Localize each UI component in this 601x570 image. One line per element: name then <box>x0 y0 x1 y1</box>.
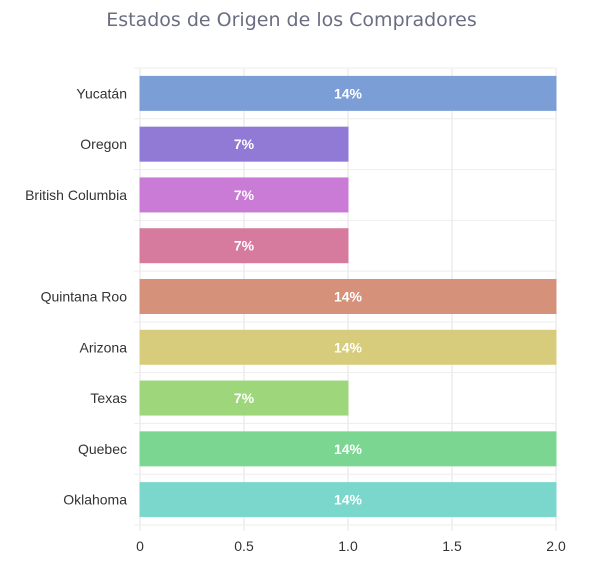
bar-data-label: 14% <box>334 492 363 508</box>
bar-data-label: 14% <box>334 85 363 101</box>
category-label: Quebec <box>78 441 127 457</box>
category-labels: Yucatán Oregon British Columbia Quintana Ro… <box>25 85 127 507</box>
bar <box>139 431 557 467</box>
bar-data-label: 7% <box>234 390 255 406</box>
category-label: Texas <box>90 390 127 406</box>
x-tick-label: 1.0 <box>338 538 358 554</box>
bar-data-label: 14% <box>334 339 363 355</box>
category-label: Quintana Roo <box>41 289 128 305</box>
bar <box>139 228 349 264</box>
bar-data-label: 7% <box>234 187 255 203</box>
chart-title: Estados de Origen de los Compradores <box>106 9 477 31</box>
bar <box>139 279 557 314</box>
x-tick-label: 0.5 <box>234 538 254 554</box>
bar-data-label: 7% <box>234 238 255 254</box>
category-label: British Columbia <box>25 187 127 203</box>
bar <box>139 177 349 213</box>
bar-data-label: 14% <box>334 289 363 305</box>
category-label: Yucatán <box>76 85 127 101</box>
bar-data-label: 7% <box>234 136 255 152</box>
bar <box>139 380 349 416</box>
x-tick-label: 1.5 <box>442 538 462 554</box>
bar <box>139 126 349 162</box>
bar <box>139 482 557 518</box>
x-tick-label: 0 <box>136 538 144 554</box>
bar <box>139 329 557 365</box>
bars: 14% 7% 7% 7% 14% 14% 7% 14% 14% <box>139 75 557 518</box>
category-label: Arizona <box>80 339 128 355</box>
bar <box>139 75 557 111</box>
category-label: Oklahoma <box>63 492 127 508</box>
category-label: Oregon <box>80 136 127 152</box>
x-tick-labels: 0 0.5 1.0 1.5 2.0 <box>136 538 566 554</box>
x-tick-label: 2.0 <box>546 538 566 554</box>
bar-data-label: 14% <box>334 441 363 457</box>
